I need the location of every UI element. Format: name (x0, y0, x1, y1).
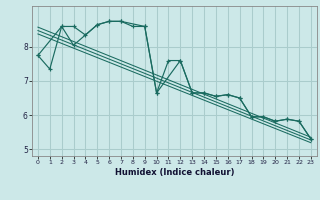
X-axis label: Humidex (Indice chaleur): Humidex (Indice chaleur) (115, 168, 234, 177)
